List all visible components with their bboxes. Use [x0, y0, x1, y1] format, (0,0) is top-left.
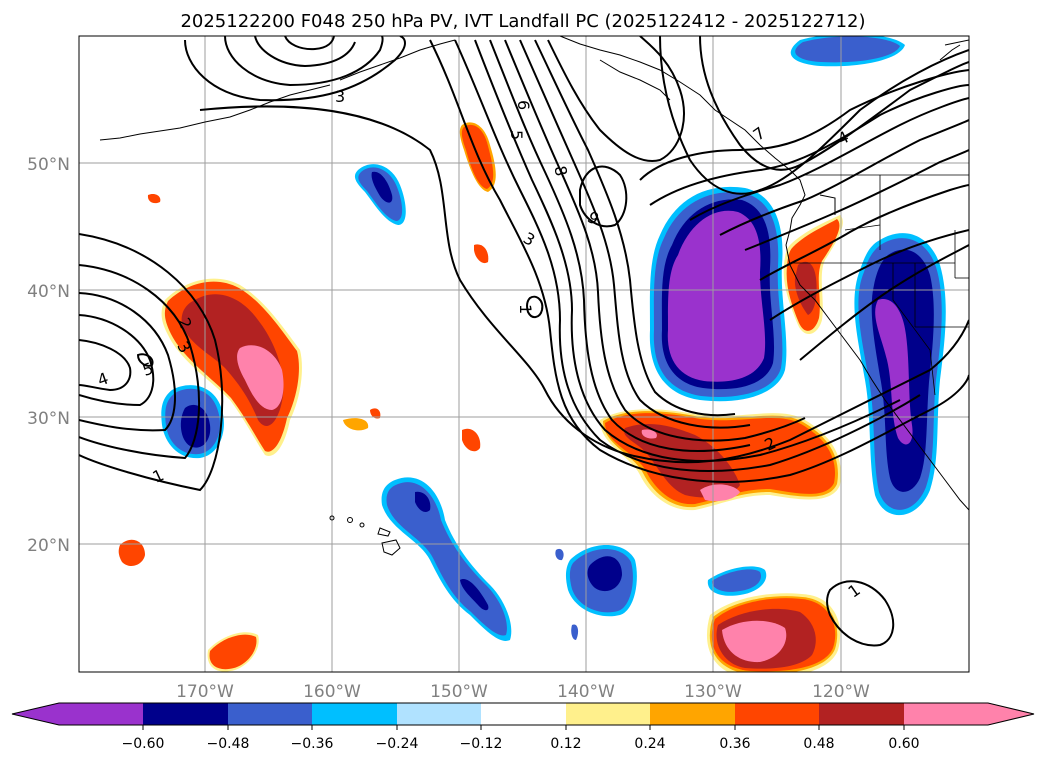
figure-title: 2025122200 F048 250 hPa PV, IVT Landfall…	[180, 11, 865, 32]
colorbar-segment	[735, 703, 819, 725]
colorbar-segment	[143, 703, 228, 725]
contour-label: 8	[550, 164, 570, 177]
colorbar-segment	[228, 703, 312, 725]
colorbar-tick-label: 0.24	[634, 736, 665, 752]
colorbar-tick-label: −0.36	[291, 736, 334, 752]
colorbar-segment	[481, 703, 566, 725]
coastlines	[99, 36, 969, 511]
lon-label: 170°W	[176, 682, 234, 702]
colorbar: −0.60 −0.48 −0.36 −0.24 −0.12 0.12 0.24 …	[11, 702, 1035, 752]
contour-label: 3	[335, 87, 345, 106]
lat-label: 40°N	[27, 282, 70, 302]
colorbar-tick-label: −0.24	[376, 736, 419, 752]
colorbar-tick-label: 0.60	[888, 736, 919, 752]
lon-label: 150°W	[430, 682, 488, 702]
map-frame	[78, 35, 970, 673]
lat-label: 50°N	[27, 155, 70, 175]
longitude-labels: 170°W 160°W 150°W 140°W 130°W 120°W	[176, 682, 870, 702]
colorbar-extend-max	[904, 703, 1034, 725]
lon-label: 140°W	[557, 682, 615, 702]
negative-anomaly-us-westcoast	[854, 233, 946, 516]
lon-label: 130°W	[684, 682, 742, 702]
colorbar-tick-label: 0.36	[719, 736, 750, 752]
colorbar-segment	[397, 703, 481, 725]
lat-label: 20°N	[27, 536, 70, 556]
contour-label: 6	[514, 100, 533, 110]
positive-anomaly-southeast	[706, 593, 841, 672]
latitude-labels: 50°N 40°N 30°N 20°N	[27, 155, 70, 556]
colorbar-tick-label: 0.12	[550, 736, 581, 752]
colorbar-tick-label: 0.48	[803, 736, 834, 752]
colorbar-tick-label: −0.12	[460, 736, 503, 752]
negative-anomaly-pacific-nw	[649, 186, 787, 402]
colorbar-tick-label: −0.48	[207, 736, 250, 752]
positive-anomaly-west-pacific	[161, 278, 302, 456]
colorbar-extend-min	[12, 703, 143, 725]
colorbar-tick-label: −0.60	[122, 736, 165, 752]
contour-label: 5	[507, 130, 526, 140]
lon-label: 160°W	[303, 682, 361, 702]
lat-label: 30°N	[27, 409, 70, 429]
colorbar-segment	[312, 703, 397, 725]
ivt-contours	[79, 36, 969, 647]
colorbar-segment	[819, 703, 904, 725]
hawaiian-islands	[329, 515, 401, 556]
colorbar-segment	[650, 703, 735, 725]
map-area: 3 6 5 8 9 3 1 7 4 2 3 4 5 1 2 1	[79, 36, 969, 672]
lon-label: 120°W	[812, 682, 870, 702]
contour-label: 1	[516, 304, 535, 314]
colorbar-segment	[566, 703, 650, 725]
